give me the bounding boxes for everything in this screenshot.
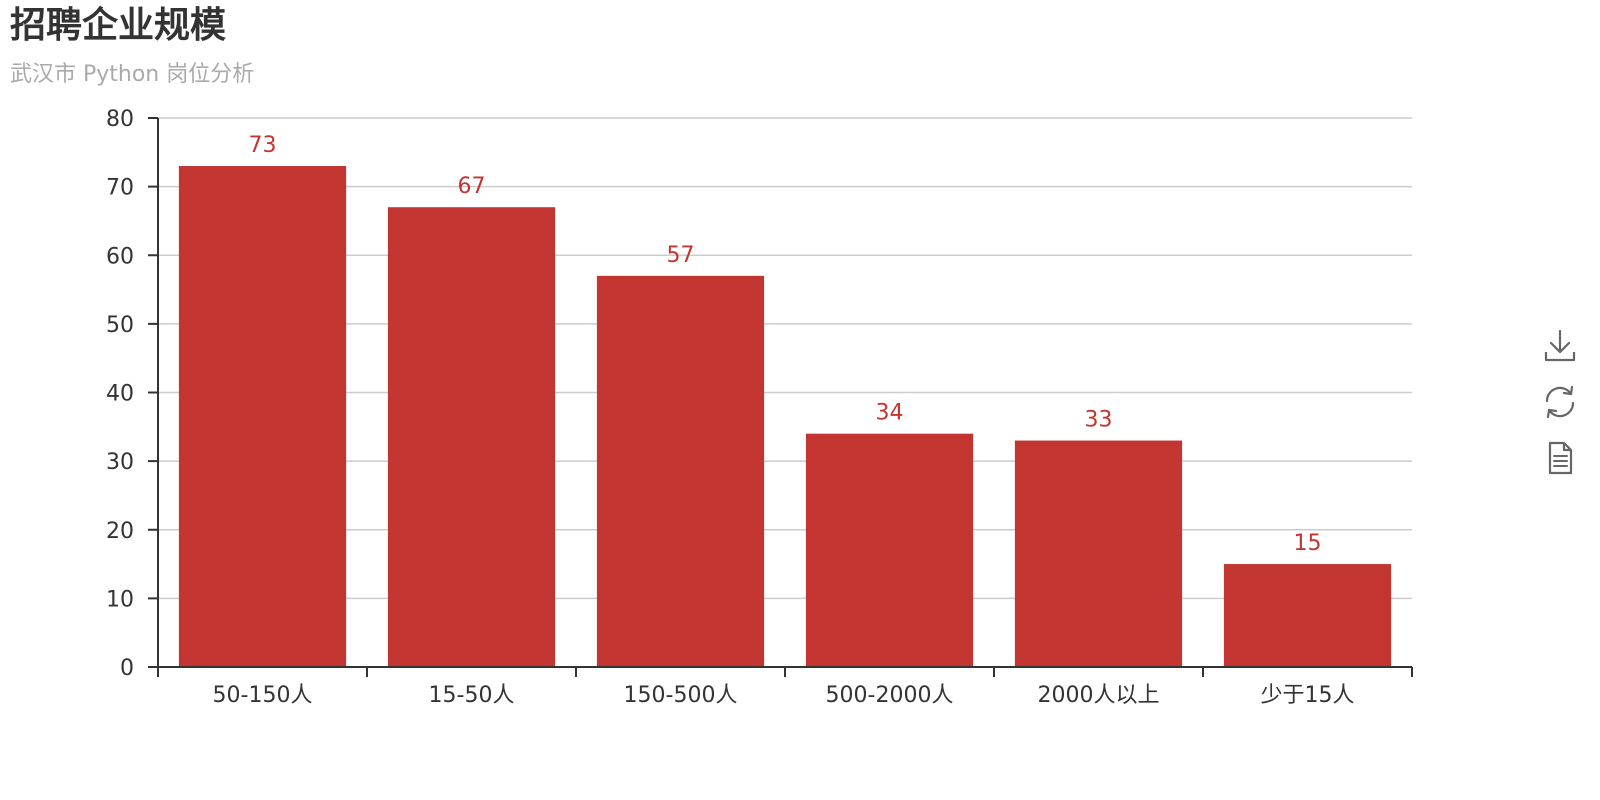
- data-label: 57: [667, 243, 695, 268]
- y-tick-label: 20: [106, 519, 134, 544]
- x-tick-label: 15-50人: [429, 683, 515, 708]
- x-tick-label: 少于15人: [1261, 683, 1355, 708]
- data-label: 67: [458, 174, 486, 199]
- x-tick-label: 150-500人: [624, 683, 738, 708]
- y-tick-label: 40: [106, 382, 134, 407]
- restore-button[interactable]: [1542, 384, 1578, 420]
- bar-series: [178, 166, 1392, 667]
- y-tick-label: 80: [106, 107, 134, 132]
- data-label: 34: [876, 401, 904, 426]
- data-label: 33: [1085, 408, 1113, 433]
- chart-subtitle: 武汉市 Python 岗位分析: [10, 62, 255, 87]
- grid-lines: [158, 117, 1412, 600]
- y-tick-label: 10: [106, 587, 134, 612]
- data-view-button[interactable]: [1542, 440, 1578, 476]
- x-tick-label: 2000人以上: [1038, 683, 1160, 708]
- data-label: 15: [1294, 531, 1322, 556]
- bar[interactable]: [387, 207, 556, 667]
- data-label: 73: [249, 133, 277, 158]
- y-tick-label: 0: [120, 656, 134, 681]
- document-icon: [1548, 441, 1573, 475]
- bar[interactable]: [805, 433, 974, 667]
- y-tick-label: 60: [106, 244, 134, 269]
- download-icon: [1544, 329, 1576, 362]
- y-tick-label: 30: [106, 450, 134, 475]
- bar[interactable]: [1223, 564, 1392, 667]
- chart-title: 招聘企业规模: [10, 5, 227, 46]
- y-tick-label: 50: [106, 313, 134, 338]
- bar[interactable]: [178, 166, 347, 667]
- bar[interactable]: [1014, 440, 1183, 667]
- x-tick-label: 50-150人: [213, 683, 313, 708]
- bar[interactable]: [596, 275, 765, 667]
- refresh-icon: [1545, 385, 1575, 419]
- data-labels: 73 67 57 34 33 15: [249, 133, 1322, 556]
- axes: 0 10 20 30 40 50 60 70 80 50-150人 15-50人 150-500人 50…: [106, 107, 1413, 708]
- x-tick-label: 500-2000人: [826, 683, 954, 708]
- y-tick-label: 70: [106, 176, 134, 201]
- toolbox: [1542, 328, 1578, 496]
- save-as-image-button[interactable]: [1542, 328, 1578, 364]
